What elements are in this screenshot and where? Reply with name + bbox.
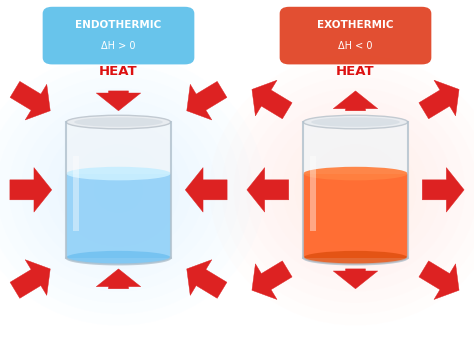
- Ellipse shape: [234, 77, 474, 303]
- Ellipse shape: [222, 65, 474, 314]
- Ellipse shape: [0, 65, 252, 314]
- FancyBboxPatch shape: [280, 7, 431, 64]
- Ellipse shape: [303, 167, 408, 180]
- Ellipse shape: [331, 167, 380, 213]
- Ellipse shape: [246, 88, 465, 292]
- Text: ENDOTHERMIC: ENDOTHERMIC: [75, 20, 162, 31]
- Ellipse shape: [210, 54, 474, 325]
- Ellipse shape: [270, 111, 441, 269]
- Ellipse shape: [0, 54, 264, 325]
- Text: EXOTHERMIC: EXOTHERMIC: [317, 20, 394, 31]
- Ellipse shape: [295, 133, 416, 246]
- Bar: [66, 174, 171, 258]
- Ellipse shape: [66, 251, 171, 264]
- Ellipse shape: [70, 145, 167, 235]
- Ellipse shape: [307, 145, 404, 235]
- Ellipse shape: [58, 133, 179, 246]
- Ellipse shape: [258, 99, 453, 280]
- Bar: [73, 156, 79, 231]
- Bar: [66, 122, 171, 174]
- Text: HEAT: HEAT: [99, 65, 138, 78]
- Ellipse shape: [46, 122, 191, 258]
- Ellipse shape: [303, 115, 408, 129]
- Ellipse shape: [74, 117, 163, 127]
- Ellipse shape: [82, 156, 155, 224]
- Text: ΔH > 0: ΔH > 0: [101, 41, 136, 51]
- FancyBboxPatch shape: [43, 7, 194, 64]
- Ellipse shape: [21, 99, 216, 280]
- Ellipse shape: [343, 179, 368, 201]
- Ellipse shape: [66, 167, 171, 180]
- Ellipse shape: [66, 115, 171, 129]
- Text: ΔH < 0: ΔH < 0: [338, 41, 373, 51]
- Ellipse shape: [303, 251, 408, 264]
- Bar: [303, 122, 408, 174]
- Ellipse shape: [311, 117, 400, 127]
- Ellipse shape: [106, 179, 131, 201]
- Ellipse shape: [283, 122, 428, 258]
- Text: HEAT: HEAT: [336, 65, 375, 78]
- Ellipse shape: [9, 88, 228, 292]
- Ellipse shape: [319, 156, 392, 224]
- Bar: [310, 156, 316, 231]
- Bar: [303, 174, 408, 258]
- Ellipse shape: [0, 77, 240, 303]
- Ellipse shape: [33, 111, 204, 269]
- Ellipse shape: [94, 167, 143, 213]
